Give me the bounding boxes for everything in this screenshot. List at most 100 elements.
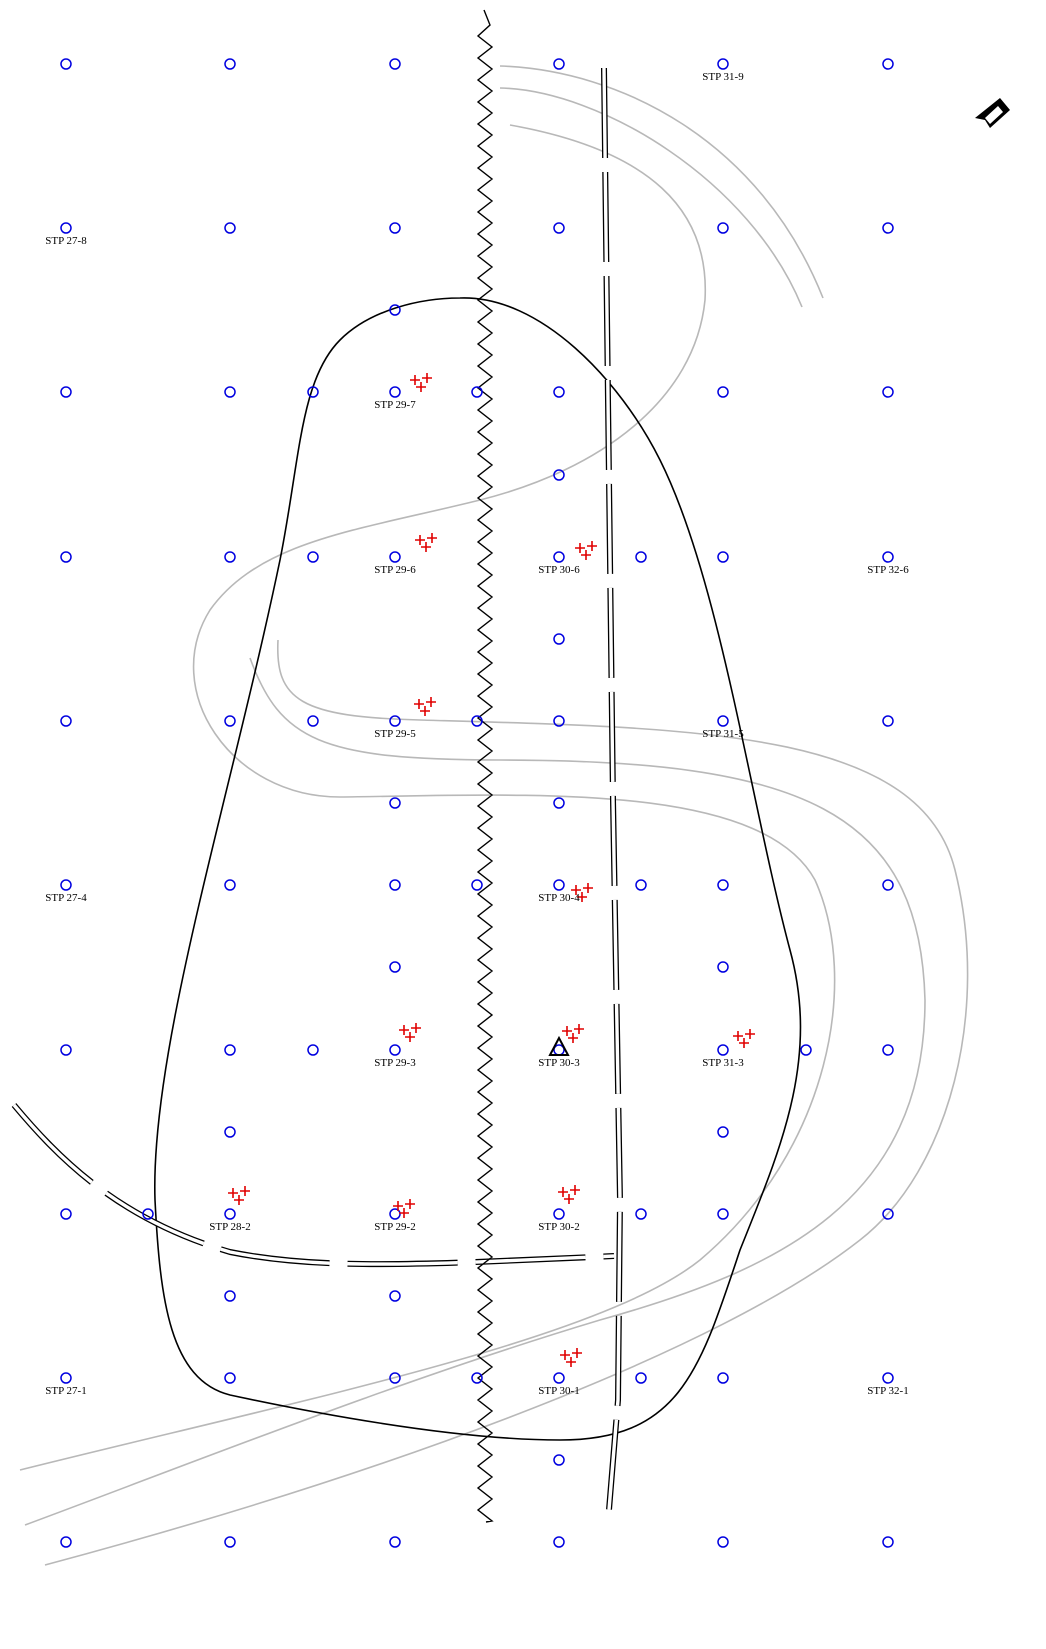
test-pit (224, 551, 236, 563)
find-cross (415, 535, 425, 545)
test-pit (389, 58, 401, 70)
test-pit (717, 222, 729, 234)
test-pit (553, 879, 565, 891)
test-pit (307, 551, 319, 563)
find-cross (745, 1029, 755, 1039)
stp-label: STP 30-1 (538, 1385, 579, 1397)
test-pit (60, 715, 72, 727)
test-pit (224, 1044, 236, 1056)
test-pit (307, 1044, 319, 1056)
find-cross (577, 892, 587, 902)
stp-label: STP 31-9 (702, 71, 744, 83)
test-pit (389, 304, 401, 316)
test-pit (553, 797, 565, 809)
roads (11, 67, 624, 1523)
test-pit (882, 715, 894, 727)
find-cross (421, 542, 431, 552)
test-pit (717, 1208, 729, 1220)
stp-label: STP 29-3 (374, 1057, 416, 1069)
find-cross (393, 1201, 403, 1211)
test-pit (389, 1208, 401, 1220)
test-pit (224, 1536, 236, 1548)
test-pit (471, 1372, 483, 1384)
labels: STP 31-9 STP 27-8 STP 29-7 STP 29-6 STP 30-6… (45, 71, 909, 1397)
stp-label: STP 29-2 (374, 1221, 415, 1233)
find-cross (405, 1032, 415, 1042)
test-pit (553, 469, 565, 481)
test-pit (224, 1208, 236, 1220)
test-pit (60, 386, 72, 398)
test-pit (553, 551, 565, 563)
test-pits (60, 58, 894, 1548)
find-cross (564, 1194, 574, 1204)
find-cross (410, 375, 420, 385)
stp-label: STP 27-1 (45, 1385, 86, 1397)
north-arrow-inner (985, 106, 1003, 124)
find-cross (575, 543, 585, 553)
test-pit (471, 879, 483, 891)
contour-lines (19, 65, 969, 1566)
test-pit (717, 1044, 729, 1056)
test-pit (882, 1208, 894, 1220)
zigzag-line (476, 9, 494, 1523)
stp-label: STP 27-4 (45, 892, 87, 904)
test-pit (553, 222, 565, 234)
test-pit (224, 1290, 236, 1302)
stp-label: STP 29-6 (374, 564, 416, 576)
find-cross (399, 1208, 409, 1218)
test-pit (882, 879, 894, 891)
test-pit (635, 1208, 647, 1220)
test-pit (882, 58, 894, 70)
test-pit (882, 222, 894, 234)
find-cross (399, 1025, 409, 1035)
test-pit (635, 879, 647, 891)
test-pit (553, 1454, 565, 1466)
test-pit (389, 386, 401, 398)
test-pit (224, 1372, 236, 1384)
test-pit (389, 961, 401, 973)
test-pit (471, 386, 483, 398)
stp-label: STP 29-7 (374, 399, 416, 411)
test-pit (882, 1372, 894, 1384)
find-cross (405, 1199, 415, 1209)
find-cross (562, 1026, 572, 1036)
test-pit (553, 1372, 565, 1384)
test-pit (717, 58, 729, 70)
test-pit (553, 1536, 565, 1548)
test-pit (882, 1536, 894, 1548)
site-boundary (153, 297, 802, 1441)
test-pit (389, 222, 401, 234)
find-cross (416, 382, 426, 392)
test-pit (60, 1044, 72, 1056)
test-pit (389, 1372, 401, 1384)
find-cross (422, 373, 432, 383)
test-pit (553, 715, 565, 727)
find-cross (733, 1031, 743, 1041)
test-pit (389, 1290, 401, 1302)
test-pit (553, 1208, 565, 1220)
test-pit (389, 1044, 401, 1056)
stp-label: STP 30-3 (538, 1057, 580, 1069)
test-pit (224, 222, 236, 234)
stp-label: STP 32-1 (867, 1385, 908, 1397)
datum-triangle (548, 1035, 570, 1056)
test-pit (60, 1536, 72, 1548)
test-pit (635, 551, 647, 563)
stp-label: STP 31-3 (702, 1057, 744, 1069)
test-pit (307, 715, 319, 727)
test-pit (635, 1372, 647, 1384)
test-pit (224, 58, 236, 70)
test-pit (553, 633, 565, 645)
find-cross (427, 533, 437, 543)
test-pit (882, 551, 894, 563)
find-cross (566, 1357, 576, 1367)
find-cross (572, 1348, 582, 1358)
find-cross (228, 1188, 238, 1198)
test-pit (389, 551, 401, 563)
test-pit (224, 1126, 236, 1138)
find-cross (739, 1038, 749, 1048)
test-pit (717, 1372, 729, 1384)
test-pit (717, 1126, 729, 1138)
positive-finds (228, 373, 755, 1367)
